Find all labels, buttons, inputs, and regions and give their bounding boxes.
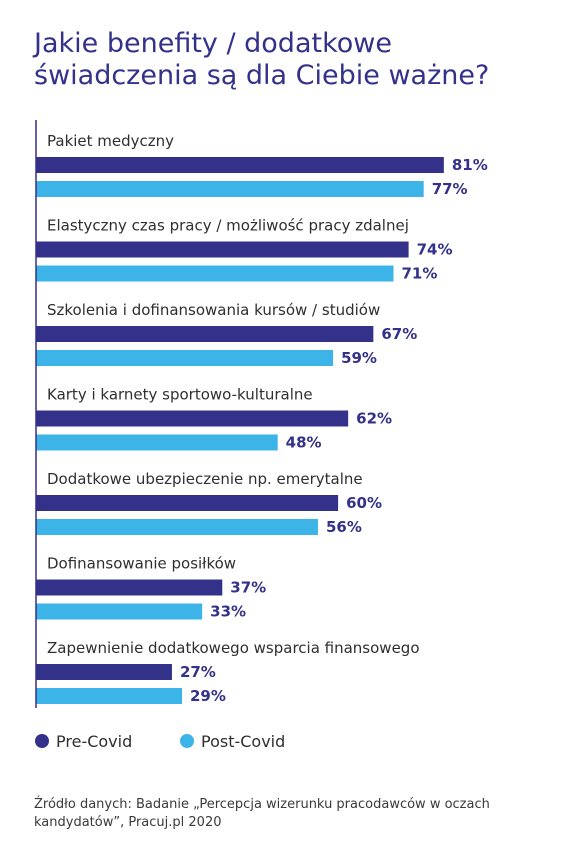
bar-post-covid — [36, 519, 318, 535]
bar-pre-covid — [36, 664, 172, 680]
value-label-post-covid: 71% — [401, 265, 437, 283]
value-label-pre-covid: 81% — [452, 156, 488, 174]
bar-pre-covid — [36, 579, 223, 596]
category-label: Elastyczny czas pracy / możliwość pracy … — [47, 217, 409, 235]
bar-post-covid — [36, 181, 424, 197]
legend-marker-post-covid — [180, 734, 194, 748]
bar-post-covid — [36, 350, 334, 366]
category-label: Dodatkowe ubezpieczenie np. emerytalne — [47, 470, 363, 488]
category-label: Karty i karnety sportowo-kulturalne — [47, 386, 313, 404]
bar-post-covid — [36, 434, 278, 451]
value-label-pre-covid: 27% — [180, 663, 216, 681]
source-note: Źródło danych: Badanie „Percepcja wizeru… — [34, 797, 490, 830]
bar-pre-covid — [36, 495, 339, 511]
value-label-pre-covid: 74% — [417, 241, 453, 259]
value-label-pre-covid: 60% — [346, 494, 382, 512]
bar-pre-covid — [36, 157, 444, 173]
chart-title: Jakie benefity / dodatkowe świadczenia s… — [34, 28, 490, 91]
value-label-pre-covid: 37% — [230, 579, 266, 597]
value-label-post-covid: 29% — [190, 687, 226, 705]
value-label-post-covid: 48% — [286, 434, 322, 452]
category-label: Zapewnienie dodatkowego wsparcia finanso… — [47, 639, 420, 657]
category-label: Dofinansowanie posiłków — [47, 555, 236, 573]
bar-pre-covid — [36, 326, 374, 342]
legend-marker-pre-covid — [35, 734, 49, 748]
category-label: Szkolenia i dofinansowania kursów / stud… — [47, 301, 380, 319]
bar-post-covid — [36, 603, 203, 620]
bar-chart: Pakiet medyczny 81% 77% Elastyczny czas pra… — [35, 120, 488, 751]
value-label-post-covid: 59% — [341, 349, 377, 367]
bar-post-covid — [36, 688, 183, 704]
bar-post-covid — [36, 265, 394, 282]
bar-pre-covid — [36, 410, 349, 427]
value-label-post-covid: 33% — [210, 603, 246, 621]
category-label: Pakiet medyczny — [47, 132, 174, 150]
legend-label-pre-covid: Pre-Covid — [56, 732, 132, 751]
value-label-post-covid: 77% — [432, 180, 468, 198]
value-label-post-covid: 56% — [326, 518, 362, 536]
bar-pre-covid — [36, 241, 409, 258]
value-label-pre-covid: 67% — [381, 325, 417, 343]
value-label-pre-covid: 62% — [356, 410, 392, 428]
legend-label-post-covid: Post-Covid — [201, 732, 285, 751]
